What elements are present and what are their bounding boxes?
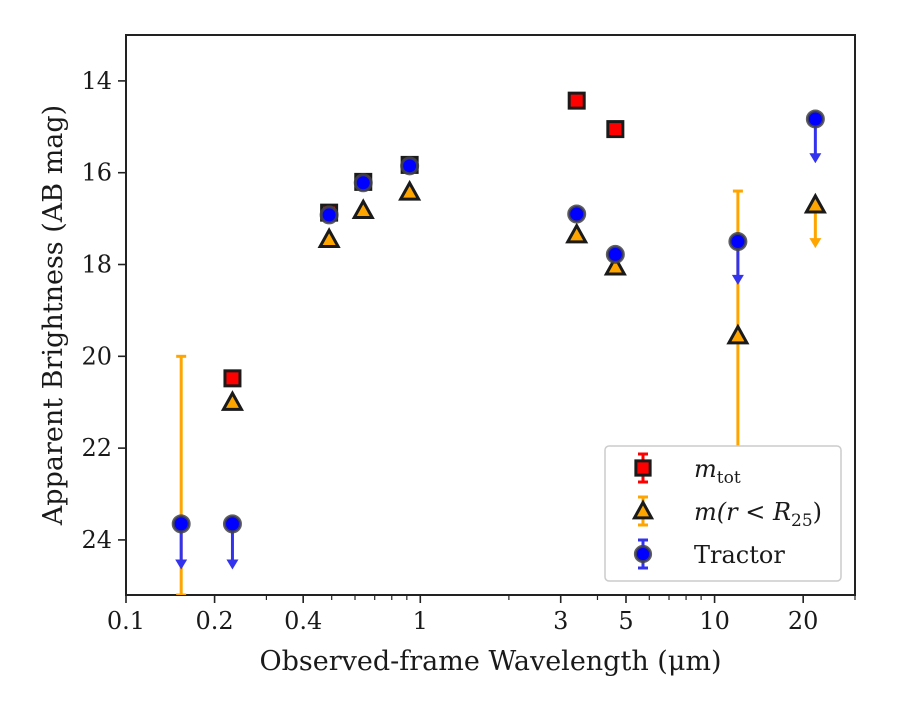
tractor-limit-arrow-head	[809, 153, 822, 164]
tractor-limit-arrow-head	[175, 559, 188, 570]
mr25-point	[317, 227, 341, 248]
tractor-point	[319, 205, 339, 225]
x-tick-label: 0.4	[284, 607, 322, 635]
mr25-point	[603, 254, 627, 276]
mtot-point	[223, 369, 242, 388]
tractor-point	[605, 244, 625, 264]
tractor-point	[728, 232, 748, 252]
legend-marker-mtot	[634, 459, 652, 477]
tractor-point	[567, 204, 587, 224]
mr25-point	[726, 323, 750, 345]
y-tick-label: 16	[81, 159, 112, 187]
plot-frame	[125, 34, 856, 596]
x-tick-label: 10	[699, 607, 730, 635]
tractor-point	[400, 156, 420, 176]
x-tick-label: 0.2	[196, 607, 234, 635]
x-axis-label: Observed-frame Wavelength (μm)	[259, 646, 721, 677]
mr25-point	[351, 198, 375, 220]
mr25-point	[565, 222, 589, 244]
x-tick-label: 20	[788, 607, 819, 635]
tractor-point	[353, 173, 373, 193]
y-tick-label: 14	[81, 67, 112, 95]
tractor-point	[805, 109, 825, 129]
y-tick-label: 20	[81, 342, 112, 370]
legend-label-mtot: mtot	[694, 455, 741, 488]
mr25-point	[398, 179, 422, 201]
tractor-limit-arrow-head	[731, 274, 744, 285]
x-tick-label: 5	[618, 607, 633, 635]
y-tick-label: 18	[81, 251, 112, 279]
legend: mtot m(r < R25) Tractor	[604, 445, 842, 582]
legend-label-mr25: m(r < R25)	[694, 498, 822, 531]
mr25-limit-arrow-head	[809, 238, 822, 249]
legend-box	[604, 445, 842, 582]
legend-marker-mr25	[631, 499, 655, 520]
legend-label-tractor: Tractor	[694, 541, 785, 569]
tractor-point	[171, 514, 191, 534]
y-axis-label: Apparent Brightness (AB mag)	[38, 105, 69, 526]
mr25-point	[220, 390, 245, 411]
x-tick-label: 1	[413, 607, 428, 635]
tractor-point	[222, 514, 242, 534]
plot-area	[171, 91, 827, 595]
mtot-point	[606, 120, 625, 139]
x-tick-label: 3	[553, 607, 568, 635]
legend-marker-tractor	[633, 544, 653, 564]
mtot-point	[567, 91, 586, 110]
y-tick-label: 22	[81, 434, 112, 462]
tractor-limit-arrow-head	[226, 559, 239, 570]
y-tick-label: 24	[81, 526, 112, 554]
x-tick-label: 0.1	[107, 607, 145, 635]
mr25-point	[803, 192, 827, 214]
